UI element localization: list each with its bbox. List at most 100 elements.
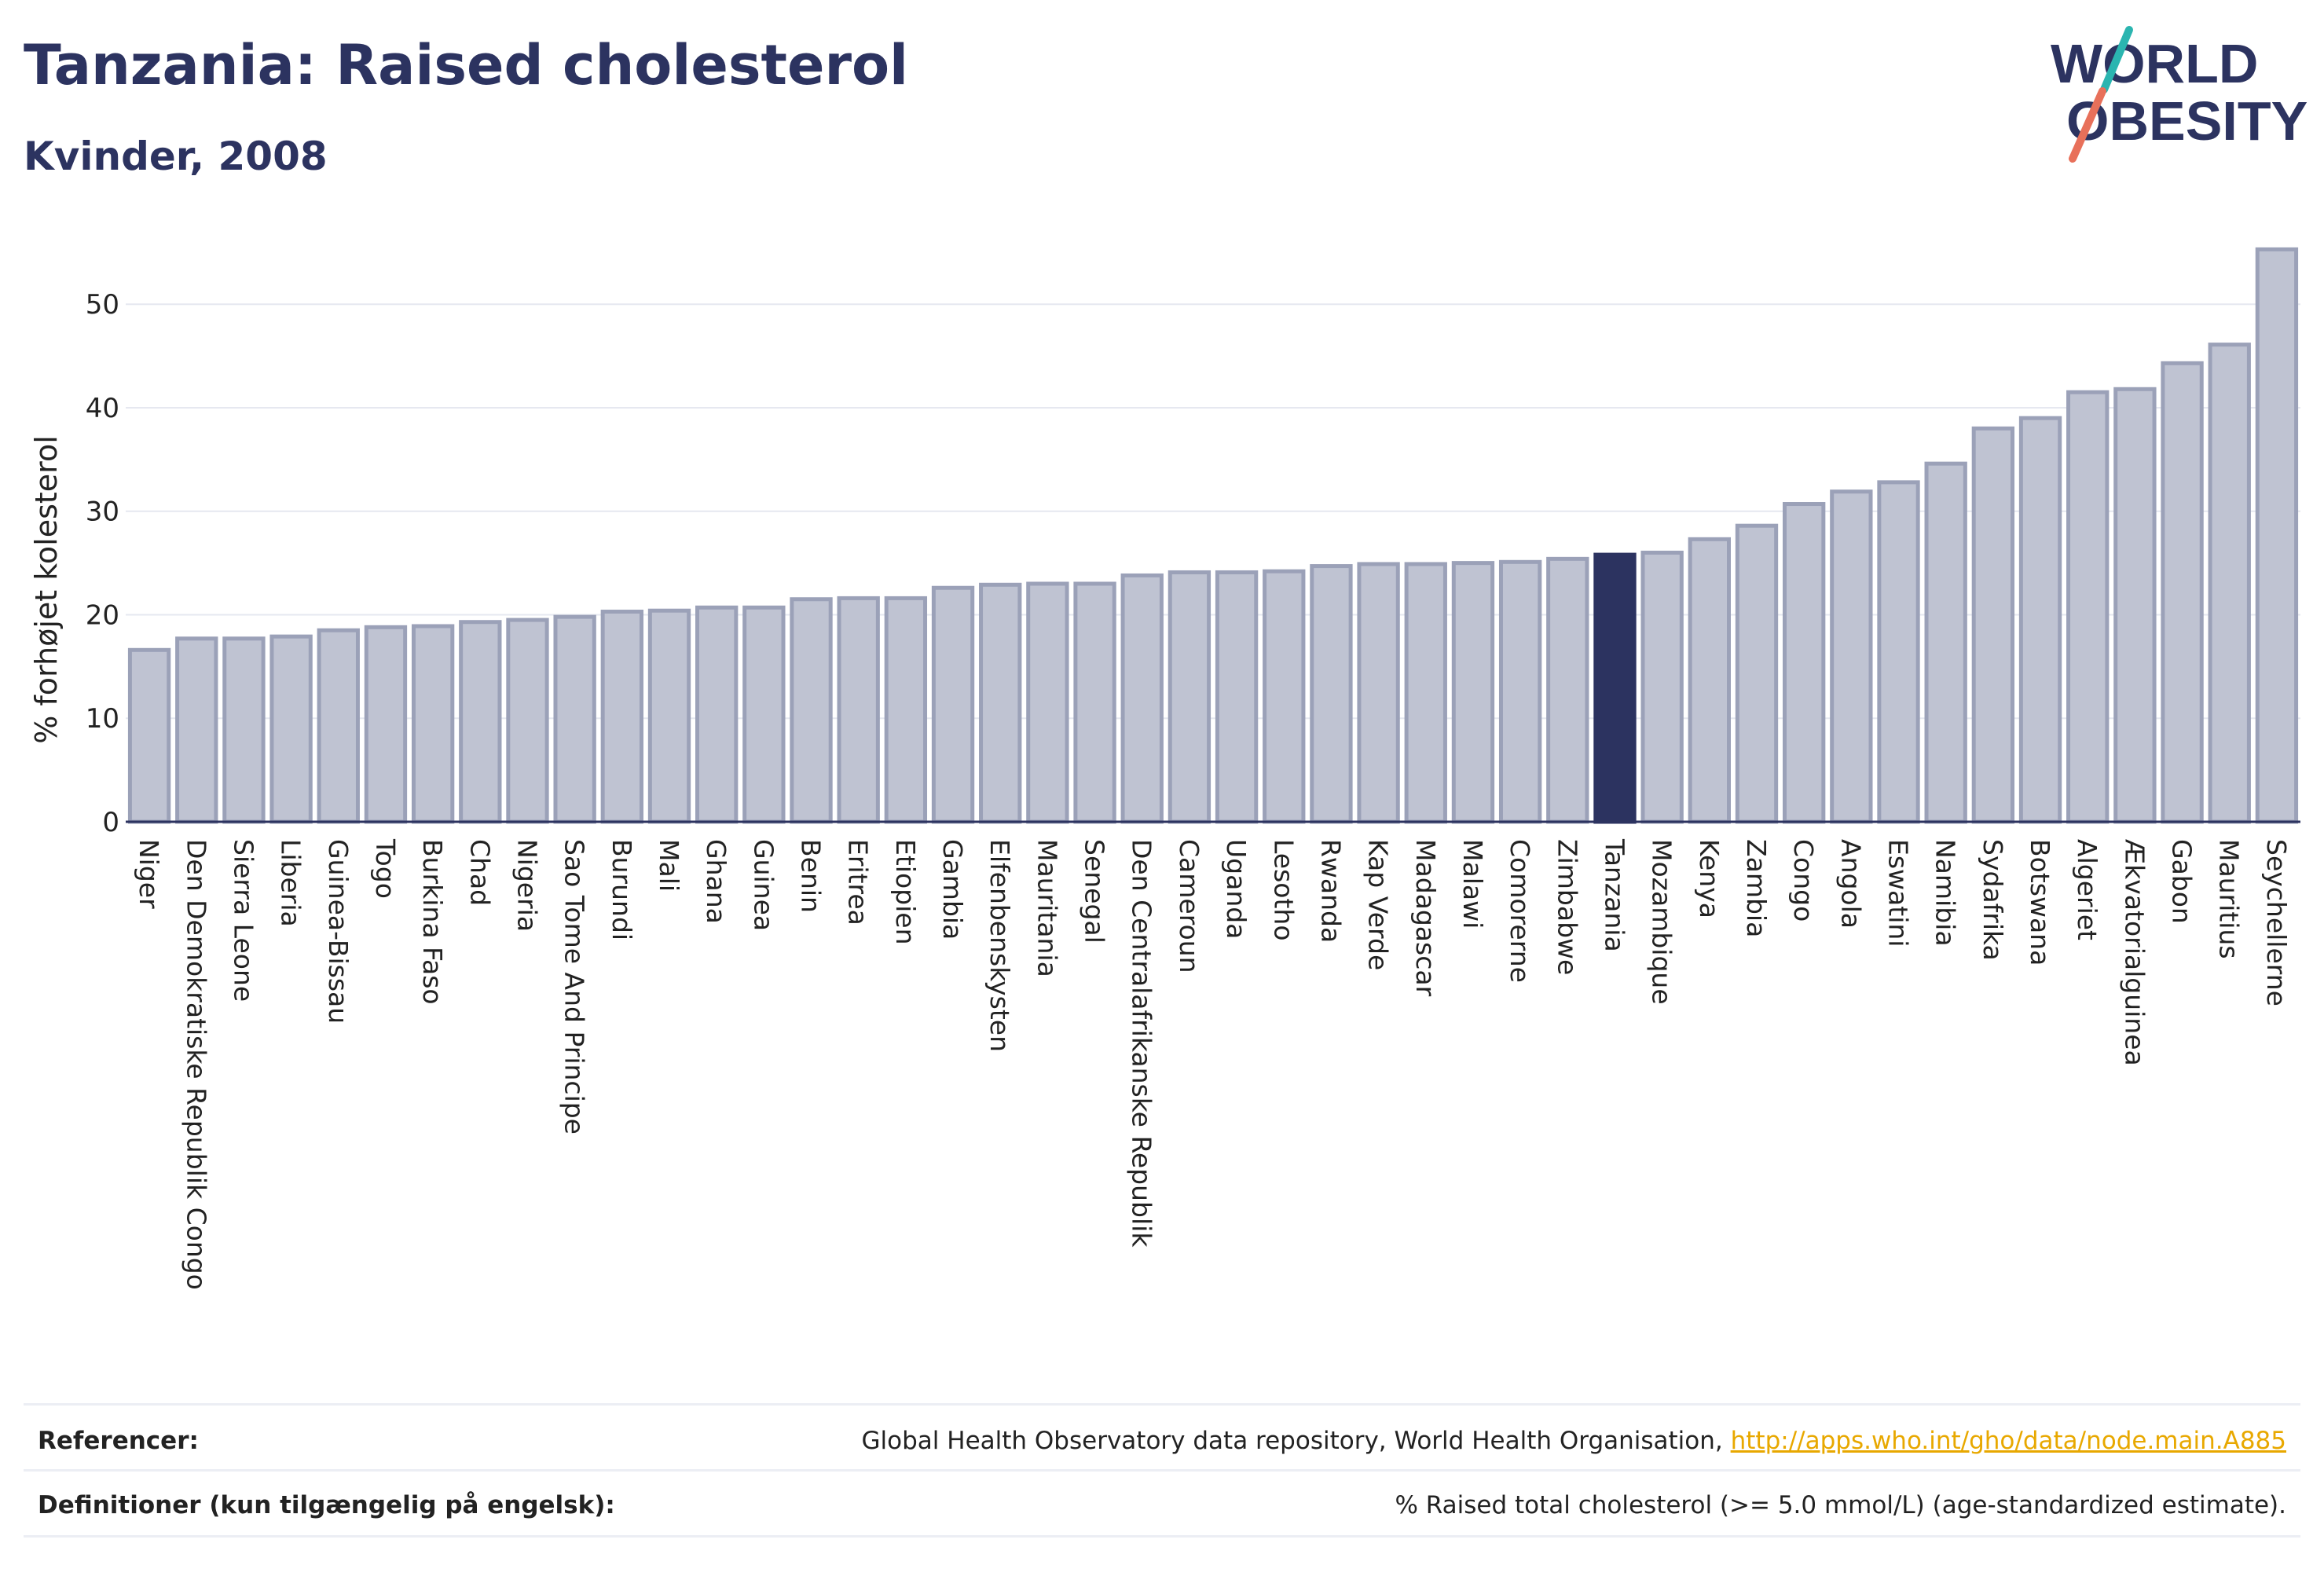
bar-eswatini [1877,480,1920,824]
bar-burundi [600,610,643,824]
x-tick-label: Congo [1788,839,1819,922]
footer-divider [24,1403,2300,1406]
bar-tanzania [1593,552,1637,824]
x-tick-label: Etiopien [890,839,921,944]
x-tick-label: Namibia [1930,839,1961,947]
bar-togo [364,625,408,824]
bar-congo [1783,502,1826,824]
y-axis-label: % forhøjet kolesterol [29,435,64,744]
x-tick-label: Sierra Leone [228,839,258,1002]
x-tick-label: Niger [134,839,164,909]
x-tick-label: Chad [464,839,495,906]
bar-chart: 0 10 20 30 40 50 Niger Den Demokratiske Republ… [29,247,2300,1290]
x-tick-label: Uganda [1221,839,1252,939]
bar-niger [127,647,171,824]
bar-elfenbenskysten [979,582,1022,824]
bar-mauritania [1026,581,1069,824]
bar-lesotho [1263,569,1306,824]
bar-mali [647,608,691,824]
bar-benin [790,597,833,824]
world-obesity-logo: WORLD OBESITY [2051,26,2308,163]
y-tick-label: 0 [102,807,119,838]
y-tick-label: 20 [86,599,119,631]
y-tick-label: 10 [86,703,119,735]
bar-madagascar [1404,562,1447,824]
x-tick-label: Gabon [2167,839,2198,924]
x-tick-label: Ghana [701,839,731,924]
bar-uganda [1215,570,1259,824]
bar-ghana [695,605,739,824]
footer-divider [24,1469,2300,1472]
y-tick-label: 40 [86,393,119,424]
bar-comorerne [1498,559,1542,824]
footer-divider [24,1535,2300,1538]
x-tick-label: Madagascar [1410,839,1441,997]
bar-sierra-leone [222,636,266,824]
y-tick-label: 50 [86,289,119,321]
bar-guinea-bissau [317,628,360,824]
x-tick-label: Angola [1835,839,1866,929]
bar-zimbabwe [1546,556,1589,824]
x-tick-label: Mauritius [2214,839,2245,959]
bar-sydafrika [1971,426,2015,824]
definitions-text: % Raised total cholesterol (>= 5.0 mmol/… [1395,1491,2286,1519]
x-tick-label: Mauritania [1032,839,1062,977]
bar-mauritius [2208,343,2251,824]
x-tick-label: Cameroun [1174,839,1204,973]
chart-title: Tanzania: Raised cholesterol [24,33,909,97]
x-tick-label: Tanzania [1599,838,1629,952]
x-axis-labels: Niger Den Demokratiske Republik Congo Sier… [134,838,2292,1290]
logo-slash-teal [2100,26,2133,93]
chart-subtitle: Kvinder, 2008 [24,134,328,179]
x-tick-label: Eswatini [1883,839,1914,947]
footer-references-row: Referencer: Global Health Observatory da… [24,1409,2300,1472]
bar-eritrea [837,596,880,824]
x-tick-label: Eritrea [843,839,874,925]
bar-chad [459,620,502,824]
bar-den-centralafrikanske-republik [1120,573,1164,824]
references-text: Global Health Observatory data repositor… [861,1427,1723,1455]
x-tick-label: Botswana [2025,839,2055,966]
references-label: Referencer: [38,1427,199,1455]
logo-text-world: WORLD [2051,33,2258,94]
x-tick-label: Kap Verde [1363,839,1394,970]
bar-liberia [269,634,313,824]
x-tick-label: Malawi [1457,839,1488,929]
x-tick-label: Sao Tome And Principe [559,839,590,1134]
bar-den-demokratiske-republik-congo [175,636,218,824]
x-tick-label: Den Centralafrikanske Republik [1127,839,1157,1248]
logo-text-obesity: OBESITY [2066,90,2308,152]
bar-kap-verde [1357,562,1400,824]
x-tick-label: Togo [370,838,401,899]
bar-ækvatorialguinea [2113,387,2157,824]
y-axis-ticks: 0 10 20 30 40 50 [86,289,119,838]
bar-namibia [1924,461,1967,824]
references-link[interactable]: http://apps.who.int/gho/data/node.main.A… [1730,1427,2286,1455]
x-tick-label: Guinea-Bissau [323,839,354,1024]
bar-mozambique [1640,550,1684,824]
x-tick-label: Ækvatorialguinea [2119,839,2150,1066]
x-tick-label: Mali [654,839,684,892]
bar-seychellerne [2255,247,2299,824]
x-tick-label: Rwanda [1315,839,1346,943]
x-tick-label: Mozambique [1647,839,1677,1005]
x-tick-label: Zimbabwe [1552,839,1582,975]
x-tick-label: Gambia [937,839,968,940]
x-tick-label: Comorerne [1505,839,1535,983]
x-tick-label: Seychellerne [2261,839,2292,1006]
bar-guinea [742,605,786,824]
bar-gabon [2161,361,2204,824]
x-tick-label: Den Demokratiske Republik Congo [181,839,211,1290]
x-tick-label: Algeriet [2072,839,2102,940]
bar-gambia [931,585,975,824]
bar-sao-tome-and-principe [553,614,596,824]
bar-nigeria [506,618,549,824]
x-tick-label: Sydafrika [1978,839,2008,961]
x-tick-label: Senegal [1080,839,1110,944]
x-tick-label: Burkina Faso [417,839,448,1005]
x-tick-label: Kenya [1694,839,1725,918]
bar-kenya [1688,537,1731,824]
bar-botswana [2018,416,2062,824]
x-tick-label: Liberia [276,839,306,927]
definitions-label: Definitioner (kun tilgængelig på engelsk… [38,1491,615,1519]
